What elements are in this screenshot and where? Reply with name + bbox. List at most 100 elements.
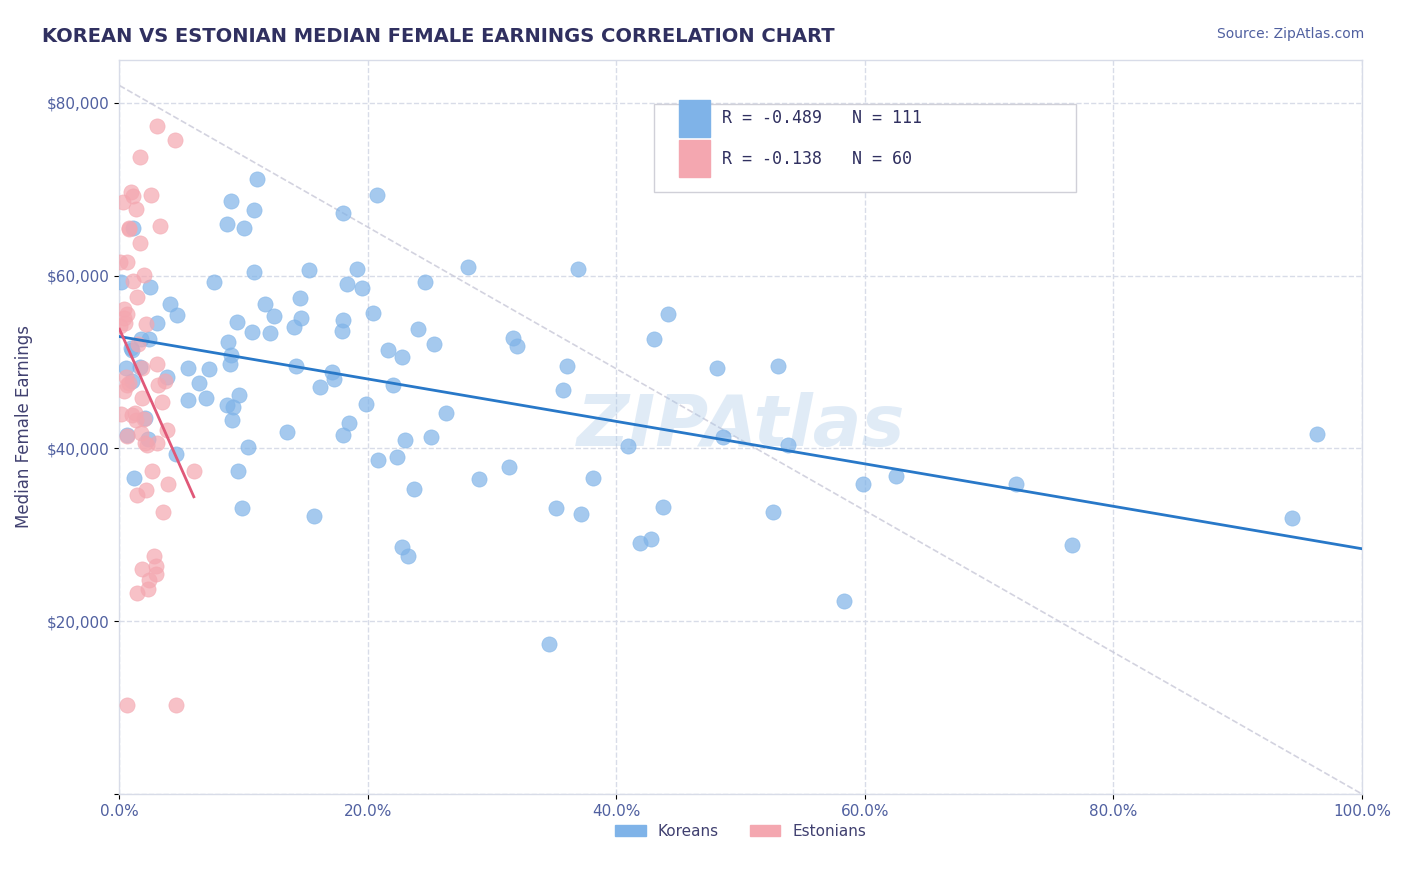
Point: [115, 698, 138, 712]
FancyBboxPatch shape: [654, 103, 1076, 192]
Point: [219, 348, 242, 362]
Point: [354, 397, 377, 411]
Point: [121, 189, 143, 203]
Point: [134, 436, 156, 450]
Point: [110, 276, 132, 290]
Point: [385, 450, 408, 465]
Point: [502, 331, 524, 345]
Point: [544, 500, 567, 515]
Point: [377, 343, 399, 357]
Point: [120, 186, 142, 200]
Point: [651, 500, 673, 514]
Point: [711, 429, 734, 443]
Point: [143, 549, 166, 563]
Point: [153, 374, 176, 388]
Point: [1306, 426, 1329, 441]
Point: [420, 430, 443, 444]
Point: [121, 408, 143, 422]
Point: [132, 412, 155, 426]
Point: [498, 460, 520, 475]
Point: [146, 119, 169, 133]
Point: [135, 438, 157, 452]
Point: [657, 307, 679, 321]
Point: [117, 428, 139, 442]
Point: [110, 407, 132, 421]
Point: [402, 482, 425, 496]
Point: [231, 501, 253, 516]
Point: [302, 509, 325, 524]
Point: [165, 698, 187, 713]
Point: [569, 507, 592, 521]
Point: [332, 324, 354, 338]
Point: [423, 337, 446, 351]
Point: [467, 473, 489, 487]
Text: R = -0.489   N = 111: R = -0.489 N = 111: [723, 110, 922, 128]
Point: [413, 275, 436, 289]
Point: [125, 412, 148, 426]
Point: [398, 549, 420, 563]
Point: [127, 290, 149, 304]
Point: [131, 361, 153, 376]
Point: [259, 326, 281, 341]
Point: [346, 262, 368, 277]
Point: [121, 343, 143, 358]
Point: [246, 171, 269, 186]
Point: [129, 235, 152, 250]
Point: [118, 376, 141, 391]
Point: [110, 255, 132, 269]
Point: [202, 275, 225, 289]
Point: [276, 425, 298, 439]
Point: [145, 357, 167, 371]
Point: [222, 400, 245, 414]
Point: [124, 471, 146, 485]
Point: [122, 274, 145, 288]
Point: [136, 582, 159, 596]
Point: [778, 438, 800, 452]
Point: [290, 311, 312, 326]
Point: [152, 505, 174, 519]
Point: [361, 306, 384, 320]
Point: [391, 350, 413, 364]
Point: [321, 365, 343, 379]
Point: [115, 370, 138, 384]
Text: Source: ZipAtlas.com: Source: ZipAtlas.com: [1216, 27, 1364, 41]
Point: [139, 280, 162, 294]
Point: [125, 202, 148, 216]
Point: [219, 357, 242, 371]
Point: [263, 310, 285, 324]
Point: [228, 388, 250, 402]
Point: [581, 471, 603, 485]
Point: [110, 318, 132, 333]
Point: [159, 297, 181, 311]
Point: [640, 532, 662, 546]
Point: [128, 150, 150, 164]
Point: [308, 380, 330, 394]
Point: [118, 220, 141, 235]
Point: [283, 319, 305, 334]
Point: [537, 637, 560, 651]
Point: [337, 416, 360, 430]
Point: [457, 260, 479, 275]
Point: [643, 332, 665, 346]
Point: [884, 469, 907, 483]
Point: [136, 432, 159, 446]
Point: [233, 221, 256, 235]
Point: [852, 477, 875, 491]
Point: [115, 360, 138, 375]
Point: [121, 374, 143, 388]
Point: [141, 464, 163, 478]
Point: [127, 585, 149, 599]
Point: [217, 398, 239, 412]
Point: [135, 317, 157, 331]
Point: [129, 426, 152, 441]
Point: [183, 464, 205, 478]
Y-axis label: Median Female Earnings: Median Female Earnings: [15, 326, 32, 528]
Point: [553, 383, 575, 397]
Point: [1005, 476, 1028, 491]
Point: [111, 195, 134, 210]
Point: [1060, 538, 1083, 552]
Point: [131, 332, 153, 346]
Point: [434, 406, 457, 420]
Point: [219, 194, 242, 209]
Point: [228, 464, 250, 478]
